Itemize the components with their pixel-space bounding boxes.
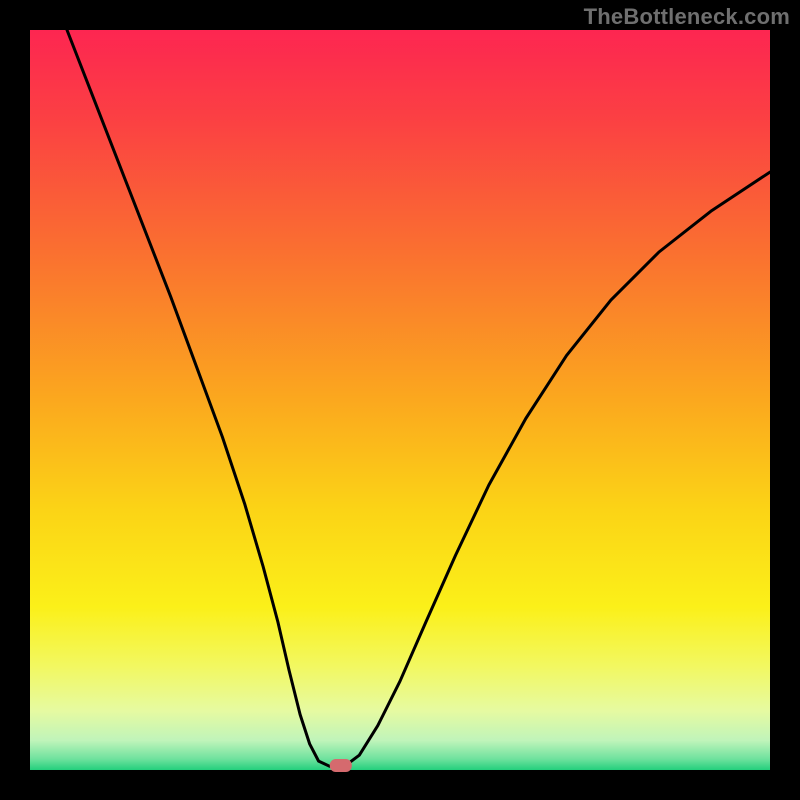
valley-marker xyxy=(330,759,352,772)
chart-frame: TheBottleneck.com xyxy=(0,0,800,800)
watermark-text: TheBottleneck.com xyxy=(584,4,790,30)
bottleneck-chart xyxy=(0,0,800,800)
